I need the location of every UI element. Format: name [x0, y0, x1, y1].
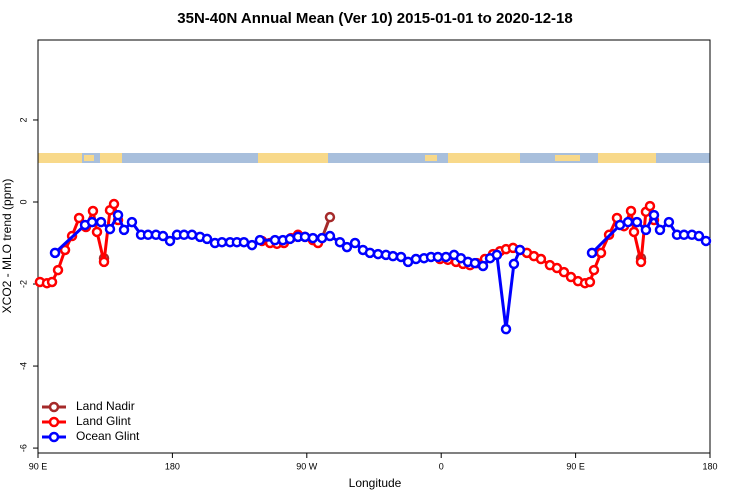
x-tick-label: 90 E — [29, 461, 48, 471]
ocean-strip — [38, 153, 710, 163]
point — [87, 205, 99, 217]
point — [95, 216, 107, 228]
y-tick-label: -2 — [18, 280, 28, 288]
point — [238, 236, 250, 248]
point — [595, 247, 607, 259]
point — [52, 264, 64, 276]
point — [628, 226, 640, 238]
land-patch — [38, 153, 82, 163]
point — [108, 198, 120, 210]
point — [387, 250, 399, 262]
point — [118, 224, 130, 236]
point — [648, 209, 660, 221]
land-patch — [598, 153, 656, 163]
point — [584, 276, 596, 288]
land-patch — [100, 153, 122, 163]
point — [59, 244, 71, 256]
plot-frame — [37, 39, 711, 454]
point — [614, 219, 626, 231]
point — [640, 224, 652, 236]
point — [644, 200, 656, 212]
point — [514, 244, 526, 256]
point — [324, 211, 336, 223]
point — [186, 229, 198, 241]
point — [491, 249, 503, 261]
point — [201, 233, 213, 245]
point — [91, 226, 103, 238]
land-patch — [258, 153, 328, 163]
point — [622, 216, 634, 228]
y-tick-label: 2 — [18, 117, 28, 122]
x-tick-label: 180 — [702, 461, 717, 471]
point — [307, 232, 319, 244]
point — [625, 205, 637, 217]
point — [49, 247, 61, 259]
point — [299, 231, 311, 243]
point — [334, 236, 346, 248]
point — [410, 253, 422, 265]
point — [395, 251, 407, 263]
point — [254, 234, 266, 246]
point — [324, 230, 336, 242]
point — [112, 209, 124, 221]
point — [535, 253, 547, 265]
legend-label: Ocean Glint — [76, 429, 140, 443]
point — [432, 251, 444, 263]
point — [508, 258, 520, 270]
x-tick-label: 0 — [439, 461, 444, 471]
point — [364, 247, 376, 259]
point — [126, 216, 138, 228]
point — [440, 251, 452, 263]
legend-label: Land Nadir — [76, 399, 135, 413]
land-patch — [425, 155, 437, 161]
series — [49, 209, 712, 335]
point — [477, 260, 489, 272]
point — [558, 266, 570, 278]
point — [46, 276, 58, 288]
point — [98, 256, 110, 268]
point — [654, 224, 666, 236]
point — [588, 264, 600, 276]
point — [104, 223, 116, 235]
point — [341, 241, 353, 253]
point — [164, 235, 176, 247]
legend-swatch-point — [48, 416, 60, 428]
x-tick-label: 90 W — [296, 461, 318, 471]
point — [500, 323, 512, 335]
y-axis-label: XCO2 - MLO trend (ppm) — [0, 179, 14, 314]
point — [216, 236, 228, 248]
legend-swatch-point — [48, 401, 60, 413]
point — [635, 256, 647, 268]
point — [246, 239, 258, 251]
y-tick-label: -6 — [18, 444, 28, 452]
legend-label: Land Glint — [76, 414, 131, 428]
point — [586, 247, 598, 259]
point — [693, 230, 705, 242]
x-axis-label: Longitude — [349, 476, 402, 490]
land-patch — [555, 155, 580, 161]
land-patch — [448, 153, 520, 163]
point — [631, 216, 643, 228]
point — [663, 216, 675, 228]
point — [86, 216, 98, 228]
point — [284, 233, 296, 245]
point — [73, 212, 85, 224]
chart-title: 35N-40N Annual Mean (Ver 10) 2015-01-01 … — [177, 10, 572, 27]
y-tick-label: 0 — [18, 199, 28, 204]
point — [349, 237, 361, 249]
legend-swatch-point — [48, 431, 60, 443]
x-tick-label: 180 — [165, 461, 180, 471]
y-tick-label: -4 — [18, 362, 28, 370]
land-mask — [38, 153, 710, 163]
x-tick-label: 90 E — [566, 461, 585, 471]
point — [469, 257, 481, 269]
land-patch — [84, 155, 94, 161]
point — [157, 230, 169, 242]
point — [700, 235, 712, 247]
